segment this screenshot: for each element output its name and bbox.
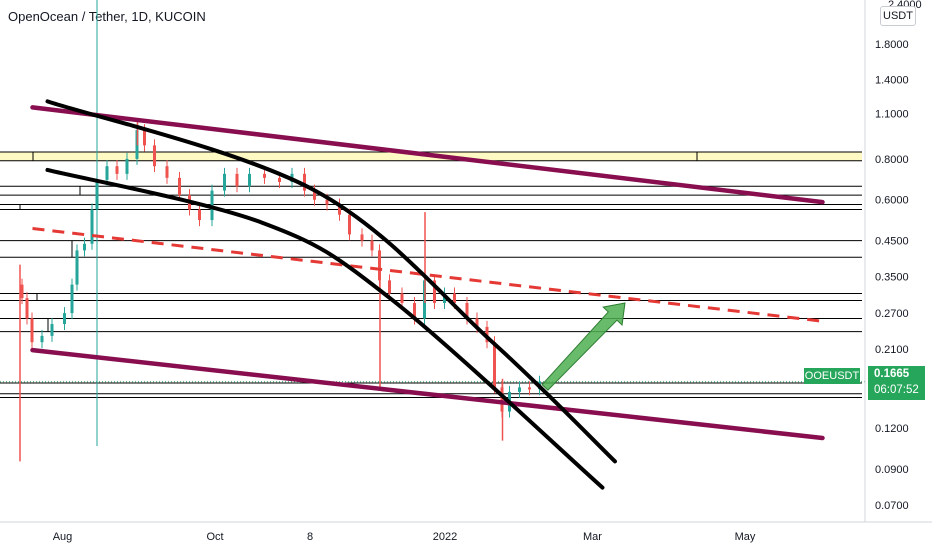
y-tick-label-10: 0.0900 — [875, 464, 909, 476]
y-tick-label-1: 1.4000 — [875, 74, 909, 86]
y-tick-label-5: 0.4500 — [875, 236, 909, 248]
x-tick-label-4: Mar — [583, 531, 602, 543]
last-price-badge: 0.1665 06:07:52 — [868, 366, 925, 400]
x-tick-label-3: 2022 — [433, 531, 457, 543]
y-tick-label-4: 0.6000 — [875, 195, 909, 207]
x-tick-label-5: May — [735, 531, 756, 543]
price-scale-bg — [865, 0, 932, 550]
resistance-arc-outer — [45, 99, 617, 464]
y-tick-label-3: 0.8000 — [875, 154, 909, 166]
last-price: 0.1665 — [874, 368, 910, 380]
y-tick-label-2: 1.1000 — [875, 109, 909, 121]
projection-arrow-shape — [541, 302, 626, 391]
y-tick-label-0: 1.8000 — [875, 39, 909, 51]
y-tick-label-11: 0.0700 — [875, 500, 909, 512]
x-tick-label-2: 8 — [307, 531, 313, 543]
y-tick-label-6: 0.3500 — [875, 271, 909, 283]
y-tick-label-9: 0.1200 — [875, 423, 909, 435]
channel-midline — [32, 227, 823, 323]
channel-upper-line — [30, 105, 825, 205]
y-tick-label-top: 2.4000 — [888, 0, 922, 11]
x-tick-label-1: Oct — [206, 531, 223, 543]
symbol-label: OOEUSDT — [804, 368, 860, 384]
chart-title: OpenOcean / Tether, 1D, KUCOIN — [8, 9, 206, 24]
currency-selector[interactable]: USDT — [880, 6, 916, 26]
channel-lower-line — [30, 347, 825, 441]
y-tick-label-7: 0.2700 — [875, 308, 909, 320]
resistance-arc-inner — [45, 167, 605, 490]
bar-countdown: 06:07:52 — [874, 384, 919, 396]
projection-arrow — [541, 302, 626, 391]
x-tick-label-0: Aug — [53, 531, 73, 543]
time-scale-bg — [0, 522, 932, 550]
y-tick-label-8: 0.2100 — [875, 344, 909, 356]
